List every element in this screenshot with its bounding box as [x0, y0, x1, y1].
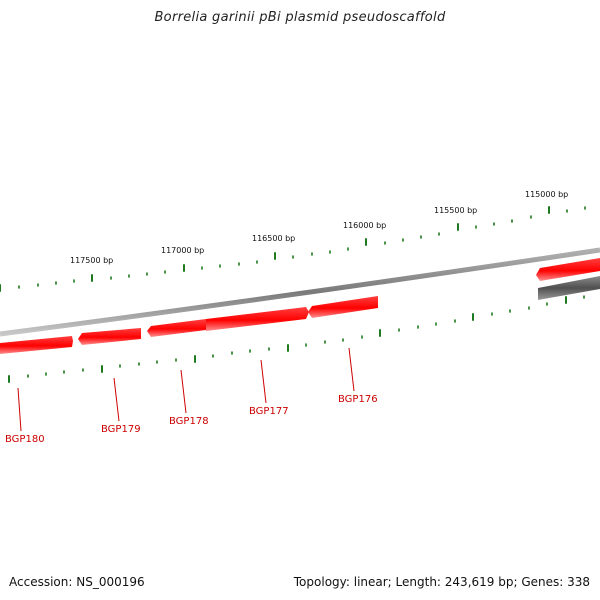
gene-label-leaders: [17, 347, 355, 432]
scale-label-117000: 117000 bp: [161, 246, 204, 255]
gene-BGP177[interactable]: [206, 307, 309, 331]
gene-unlabeled-reverse[interactable]: [538, 276, 600, 300]
gene-label-BGP180: BGP180: [5, 434, 45, 445]
gene-BGP179[interactable]: [78, 328, 141, 345]
scale-label-115500: 115500 bp: [434, 206, 477, 215]
lower-scale-ticks: [8, 295, 585, 383]
accession-text: Accession: NS_000196: [9, 575, 145, 589]
gene-label-BGP179: BGP179: [101, 424, 141, 435]
scale-label-115000: 115000 bp: [525, 190, 568, 199]
gene-BGP178[interactable]: [147, 319, 206, 337]
map-title: Borrelia garinii pBi plasmid pseudoscaff…: [154, 10, 446, 25]
gene-label-BGP178: BGP178: [169, 416, 209, 427]
scale-label-116500: 116500 bp: [252, 234, 295, 243]
gene-BGP180[interactable]: [0, 336, 73, 354]
backbone-track: [0, 247, 600, 337]
upper-scale-ticks: [0, 206, 586, 292]
scale-label-116000: 116000 bp: [343, 221, 386, 230]
summary-text: Topology: linear; Length: 243,619 bp; Ge…: [293, 575, 590, 589]
gene-label-BGP177: BGP177: [249, 406, 289, 417]
gene-label-BGP176: BGP176: [338, 394, 378, 405]
gene-unlabeled-forward[interactable]: [536, 258, 600, 281]
scale-label-117500: 117500 bp: [70, 256, 113, 265]
gene-BGP176[interactable]: [308, 296, 378, 318]
